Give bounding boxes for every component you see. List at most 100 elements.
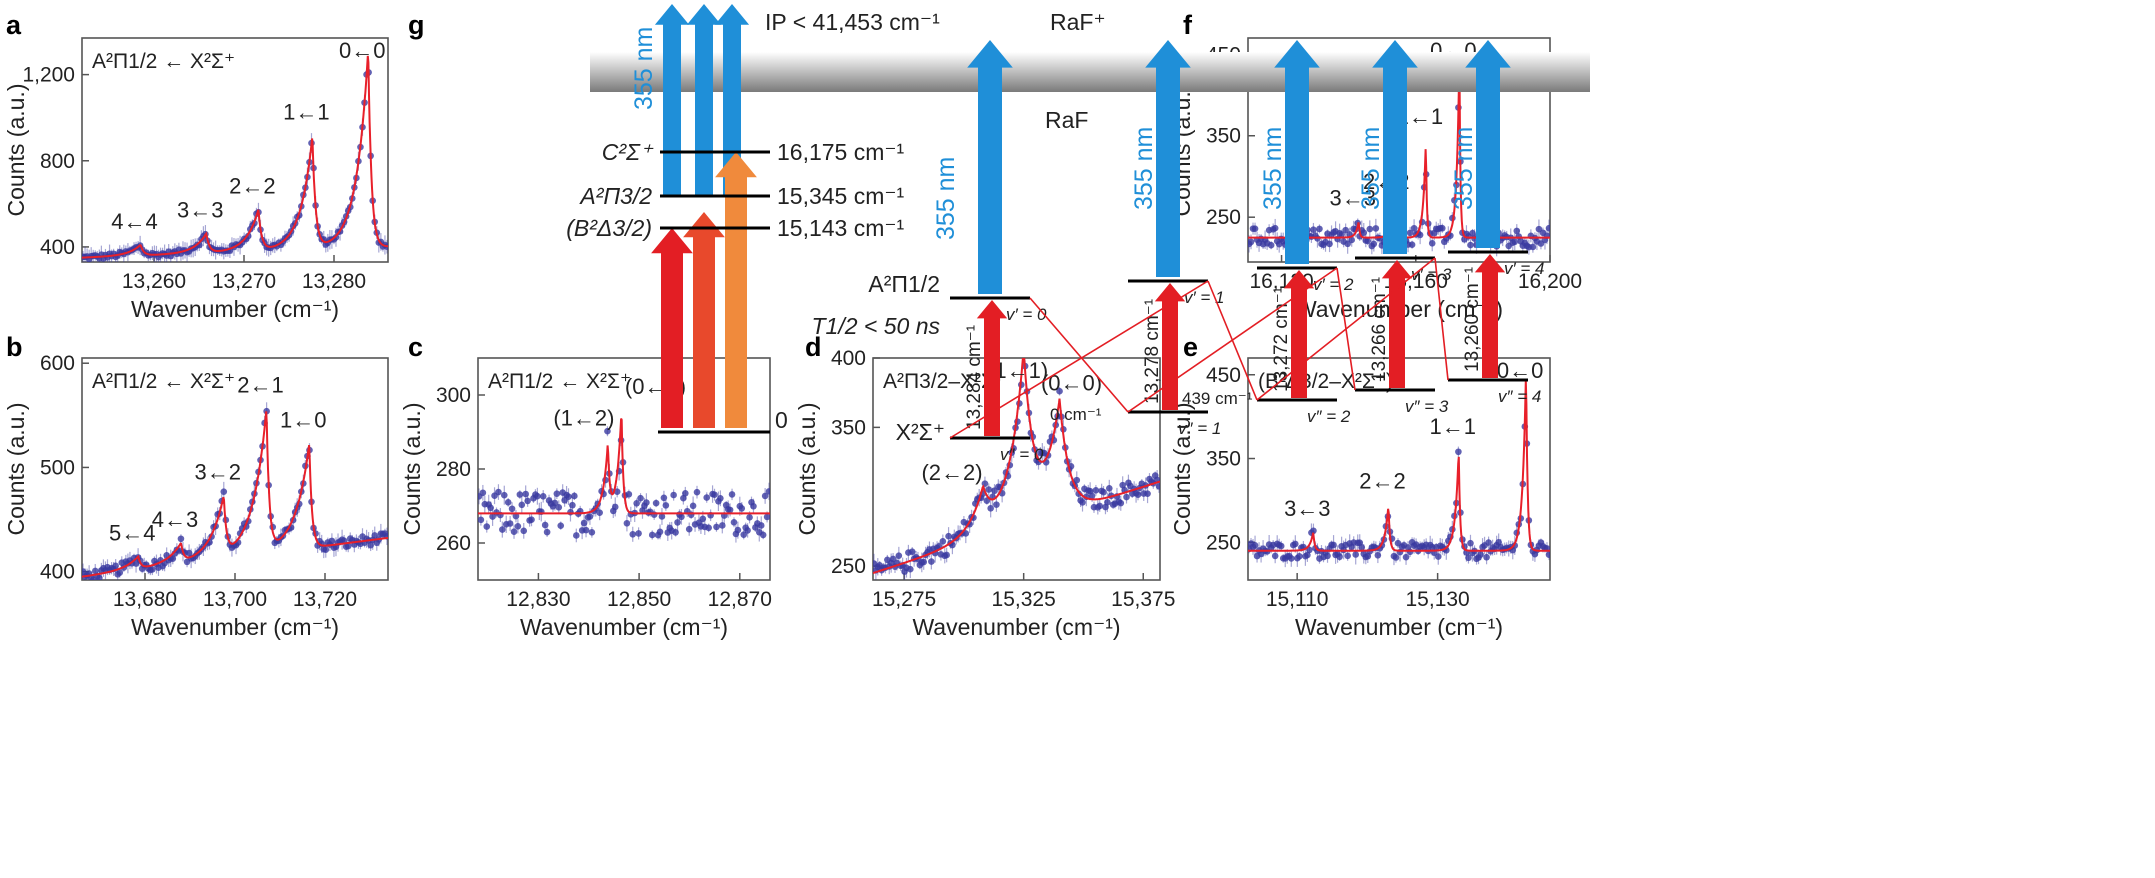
chart-panel-c: c 12,830 12,850 12,870 260 280 300 Wavenumber (…: [399, 332, 772, 640]
excitation-arrow: [1381, 260, 1413, 388]
peak-label: 1←1: [1429, 414, 1475, 439]
data-point: [1477, 551, 1484, 558]
data-point: [322, 546, 330, 554]
peak-label: (1←2): [553, 406, 614, 431]
data-point: [1330, 541, 1337, 549]
data-point: [750, 502, 757, 510]
data-point: [541, 521, 549, 529]
data-point: [945, 532, 952, 540]
ionization-arrow: [967, 40, 1013, 294]
data-point: [328, 537, 336, 545]
molecule-label: RaF: [1045, 107, 1088, 133]
data-point: [689, 502, 697, 510]
data-point: [367, 541, 374, 549]
chart-panel-b: b 13,680 13,700 13,720 400 500 600 Wavenumber (…: [3, 332, 389, 640]
data-point: [623, 519, 631, 527]
data-point: [1271, 224, 1279, 232]
spectra-charts: a 13,260 13,270 13,280 400 800 1,200 Wavenumber…: [3, 10, 1582, 640]
y-tick-label: 800: [40, 150, 75, 173]
ionization-arrow: [1145, 40, 1191, 277]
x-tick-label: 13,720: [293, 588, 357, 611]
data-point: [662, 502, 670, 509]
ip-label: IP < 41,453 cm⁻¹: [765, 9, 940, 35]
y-axis-label: Counts (a.u.): [1169, 403, 1195, 536]
chart-panel-a: a 13,260 13,270 13,280 400 800 1,200 Wavenumber…: [3, 10, 389, 322]
data-point: [1410, 224, 1418, 232]
y-axis-label: Counts (a.u.): [3, 84, 29, 217]
data-point: [534, 492, 541, 500]
data-point: [738, 505, 746, 512]
data-point: [1310, 527, 1317, 535]
y-tick-label: 250: [1206, 531, 1241, 554]
data-point: [524, 497, 531, 505]
plot-area: [82, 55, 388, 262]
x-axis-label: Wavenumber (cm⁻¹): [912, 614, 1120, 640]
data-point: [1358, 543, 1366, 551]
data-point: [1056, 387, 1063, 395]
transition-label: 13,266 cm⁻¹: [1369, 277, 1390, 382]
data-point: [604, 427, 611, 435]
data-point: [682, 489, 689, 497]
lower-v-label: v″ = 3: [1405, 397, 1449, 416]
level-name: A²Π3/2: [578, 183, 652, 209]
y-tick-label: 250: [831, 555, 866, 578]
data-point: [678, 513, 685, 521]
y-tick-label: 400: [40, 236, 75, 259]
peak-label: (2←2): [921, 460, 982, 485]
peak-label: 0←0: [339, 38, 385, 63]
peak-label: 3←3: [1284, 496, 1330, 521]
zero-label: 0: [775, 407, 788, 433]
data-point: [582, 526, 590, 534]
y-tick-label: 1,200: [22, 64, 75, 87]
plot-frame: [872, 357, 1161, 581]
data-point: [520, 527, 528, 535]
data-point: [112, 562, 119, 570]
data-point: [907, 565, 914, 573]
data-point: [719, 522, 726, 529]
decay-line: [1434, 257, 1449, 381]
data-point: [528, 516, 535, 524]
level-energy: 15,143 cm⁻¹: [777, 215, 905, 241]
data-point: [633, 499, 640, 507]
data-point: [985, 486, 993, 493]
excitation-arrow: [1283, 270, 1315, 398]
data-point: [1144, 490, 1151, 497]
data-point: [734, 526, 742, 534]
x-tick-label: 13,280: [302, 270, 366, 293]
data-point: [1370, 240, 1378, 248]
decay-line: [949, 280, 1209, 439]
data-point: [1088, 492, 1096, 500]
y-tick-label: 600: [40, 352, 75, 375]
y-axis-label: Counts (a.u.): [399, 403, 425, 536]
data-point: [987, 505, 994, 512]
data-point: [504, 499, 512, 506]
data-point: [487, 504, 494, 512]
data-point: [565, 493, 572, 500]
vib-spacing-label: 439 cm⁻¹: [1182, 389, 1253, 408]
data-point: [1360, 229, 1368, 236]
excitation-arrow: [1474, 254, 1506, 378]
plot-area: [1248, 380, 1550, 568]
plot-frame: [81, 37, 389, 263]
data-point: [674, 519, 681, 526]
peak-label: 3←2: [195, 459, 241, 484]
data-point: [479, 489, 487, 497]
laser-label: 355 nm: [1259, 127, 1287, 210]
plot-frame: [1247, 37, 1551, 263]
chart-title: A²Π3/2–X²Σ⁺: [883, 370, 1005, 393]
y-tick-label: 500: [40, 456, 75, 479]
data-point: [1372, 225, 1380, 232]
data-point: [177, 535, 185, 543]
data-point: [1020, 350, 1027, 357]
data-point: [571, 492, 578, 500]
data-point: [91, 567, 99, 575]
data-point: [1406, 548, 1414, 556]
peak-label: 1←0: [280, 408, 326, 433]
excitation-arrow: [715, 152, 757, 428]
ionization-arrow: [714, 4, 750, 195]
peak-label: 1←1: [283, 100, 329, 125]
data-point: [625, 490, 633, 498]
data-point: [1366, 225, 1374, 233]
level-name: (B²Δ3/2): [566, 215, 652, 241]
data-point: [699, 515, 707, 523]
